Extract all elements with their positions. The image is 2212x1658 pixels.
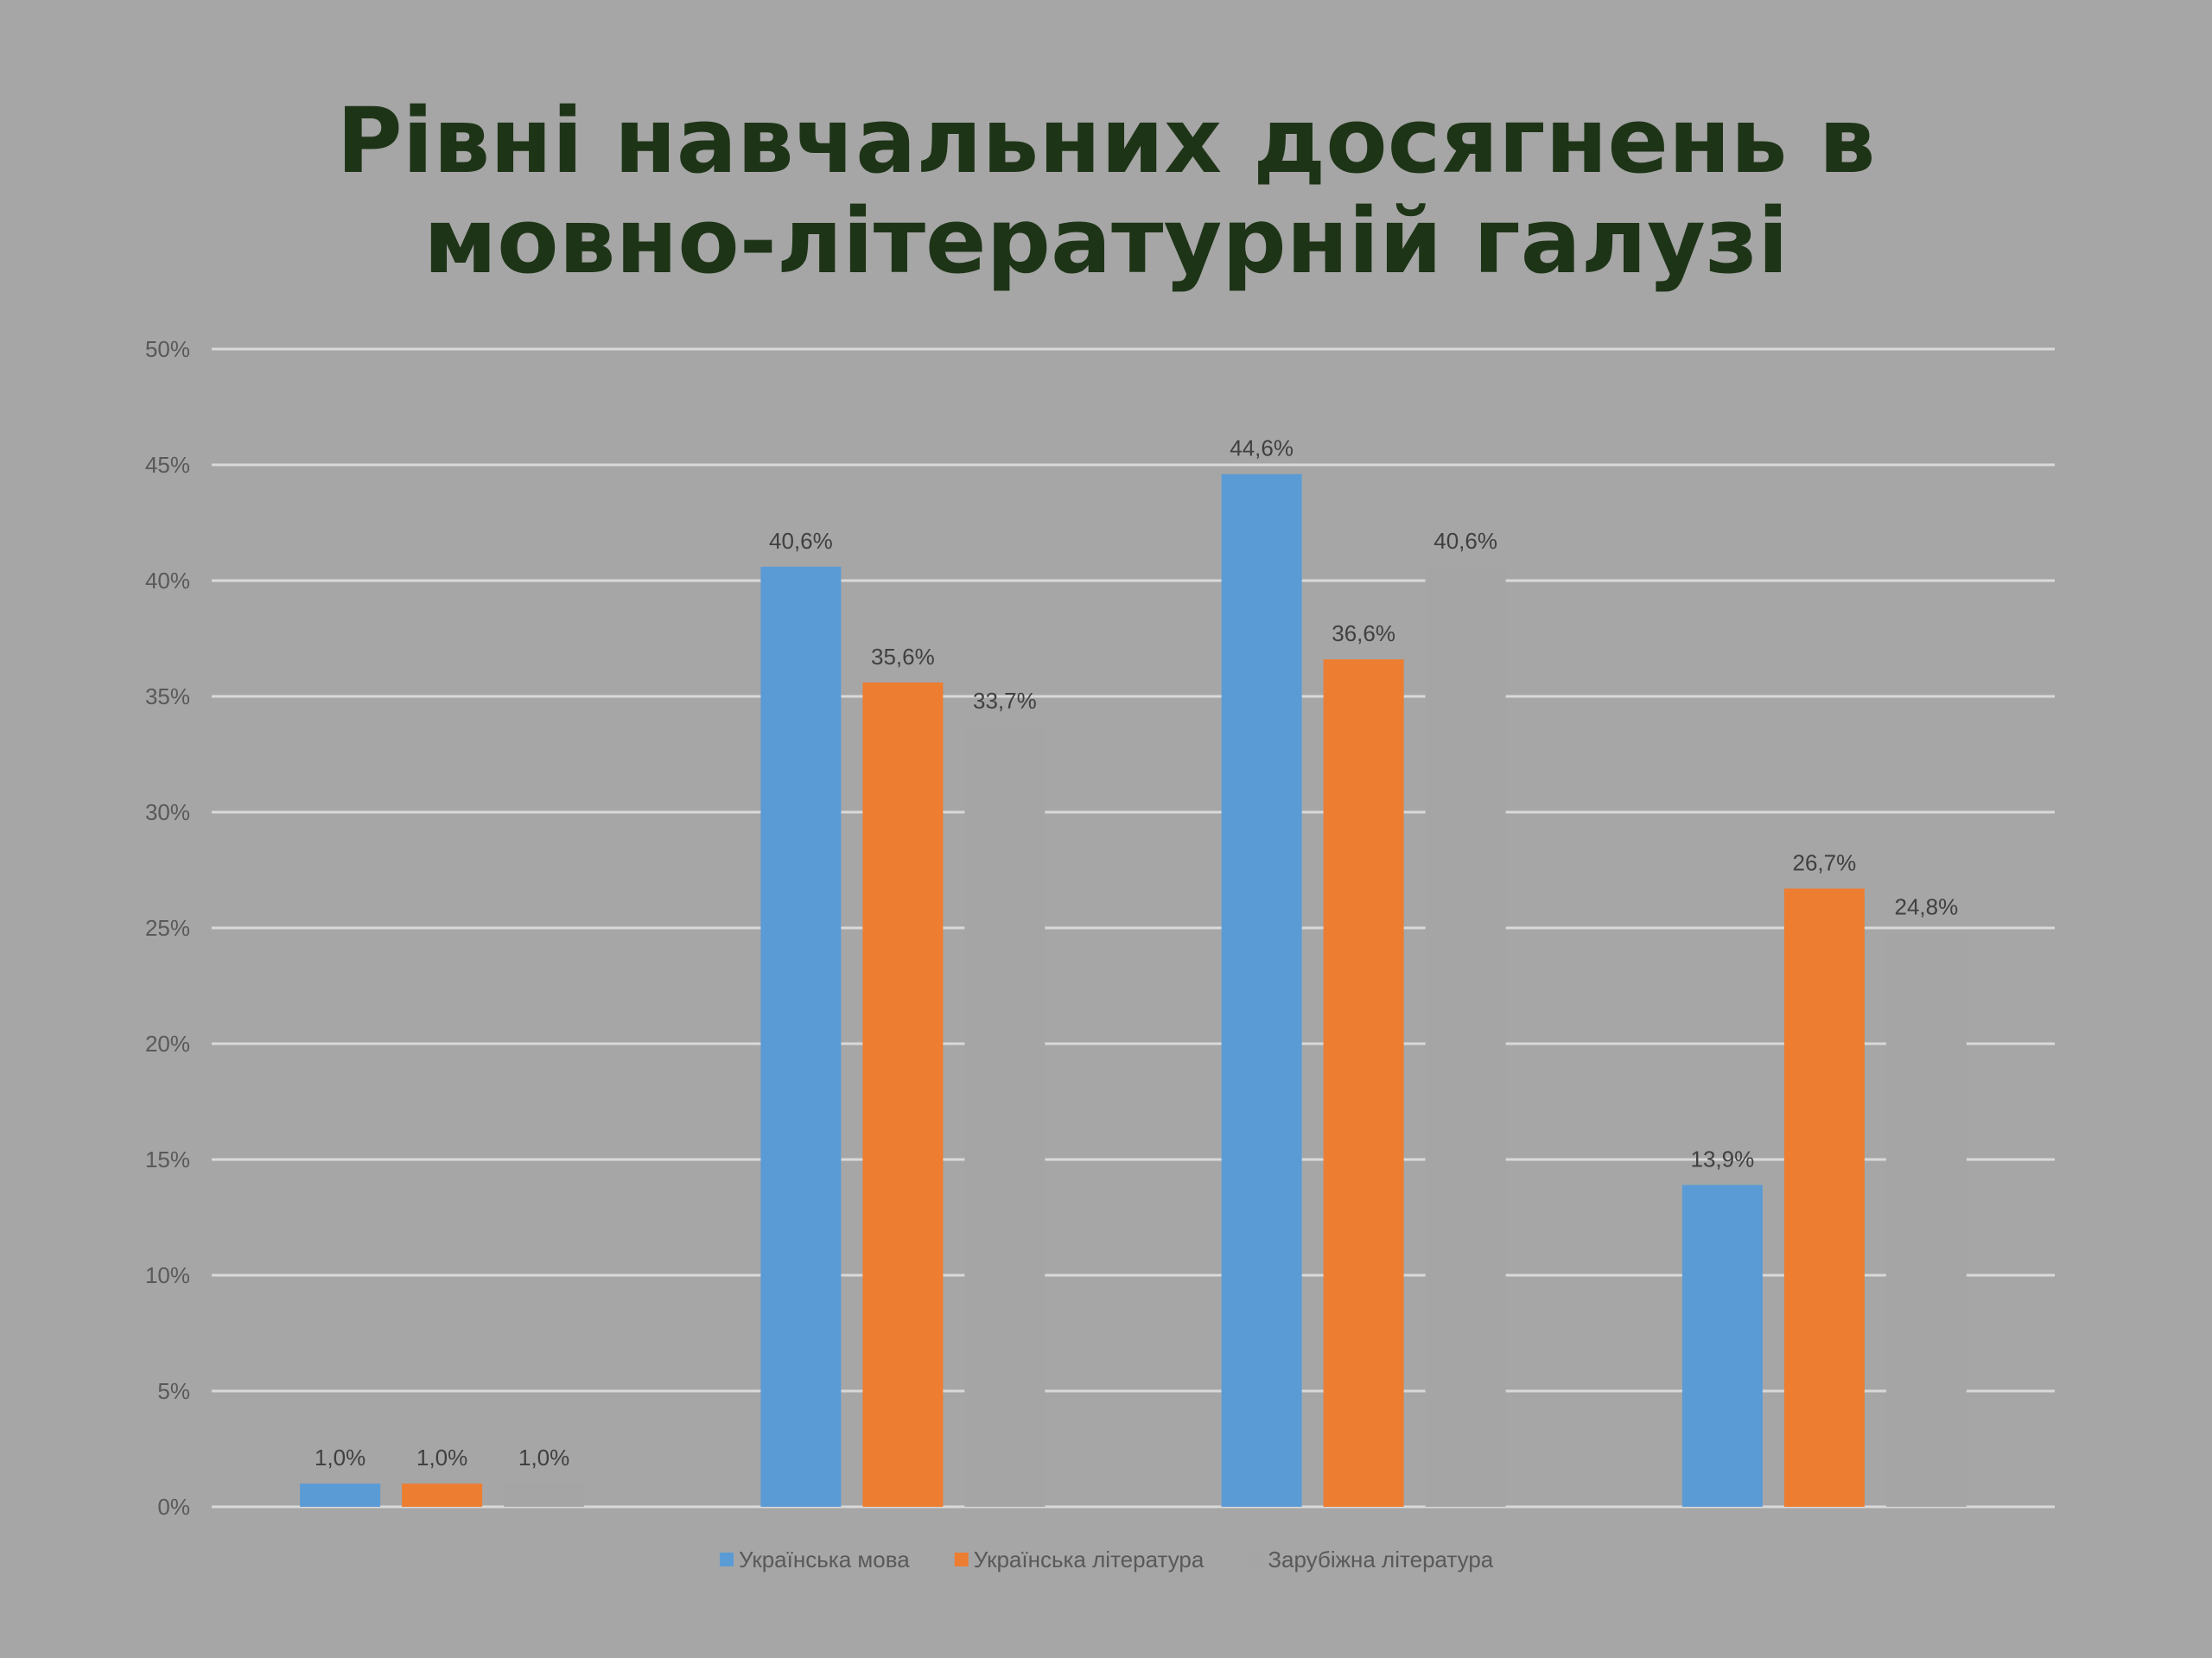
chart-title-line-1: Рівні навчальних досягнень в [336,88,1876,194]
legend-label: Українська мова [739,1547,910,1572]
bar [402,1483,483,1507]
bar [1783,888,1865,1507]
y-tick-label: 5% [157,1378,190,1404]
bar [300,1483,381,1507]
bar [504,1483,585,1507]
data-label: 1,0% [518,1445,569,1471]
bar [862,682,944,1507]
bar [1681,1185,1763,1507]
data-label: 35,6% [871,644,935,670]
bar [1323,659,1404,1507]
y-tick-label: 15% [145,1147,190,1172]
data-label: 26,7% [1793,849,1857,875]
legend-swatch [720,1553,734,1566]
y-tick-label: 25% [145,915,190,941]
legend-swatch [954,1553,969,1566]
chart-title: Рівні навчальних досягнень в мовно-літер… [0,91,2212,291]
y-tick-label: 10% [145,1262,190,1288]
legend-label: Зарубіжна література [1268,1547,1493,1572]
data-label: 40,6% [1433,528,1497,554]
data-label: 24,8% [1895,893,1959,919]
y-tick-label: 35% [145,683,190,709]
data-label: 36,6% [1332,620,1395,646]
data-label: 1,0% [315,1445,365,1471]
data-label: 40,6% [769,528,833,554]
y-axis-tick-labels: 0% 5% 10% 15% 20% 25% 30% 35% 40% 45% 50% [145,336,190,1520]
y-tick-label: 20% [145,1031,190,1057]
data-label: 33,7% [973,688,1037,714]
y-tick-label: 45% [145,452,190,478]
legend: Українська мова Українська література Зару… [720,1547,1494,1572]
data-label: 1,0% [416,1445,467,1471]
data-labels: 1,0% 40,6% 44,6% 13,9% 1,0% 35,6% 36,6% 26,7% 1,… [315,435,1958,1471]
data-label: 44,6% [1230,435,1294,461]
bar [1885,932,1967,1507]
bars [300,473,1967,1508]
legend-swatch [1249,1553,1263,1566]
y-tick-label: 30% [145,799,190,825]
y-tick-label: 50% [145,336,190,362]
legend-label: Українська література [974,1547,1205,1572]
bar [964,726,1046,1507]
gridlines [212,347,2055,1509]
y-tick-label: 0% [157,1494,190,1520]
bar [1425,566,1506,1508]
data-label: 13,9% [1691,1146,1755,1172]
bar [760,566,842,1508]
chart-title-line-2: мовно-літературній галузі [423,188,1789,294]
y-tick-label: 40% [145,568,190,594]
bar [1221,473,1302,1507]
